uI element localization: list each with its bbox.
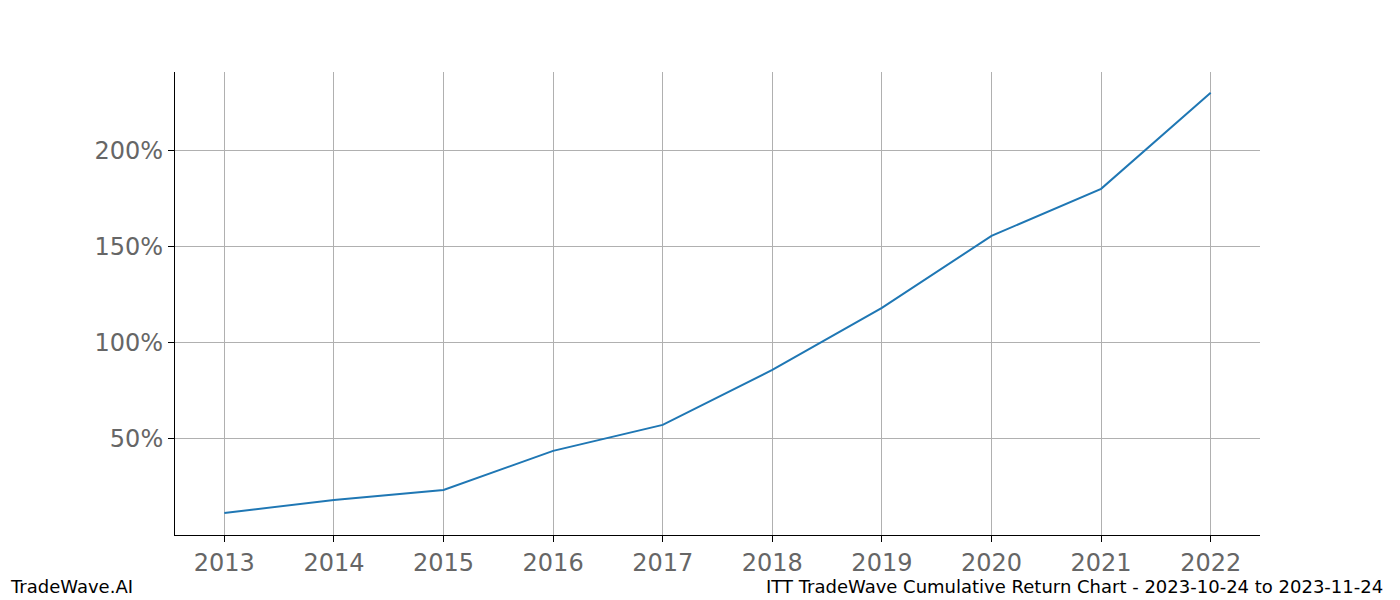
svg-text:100%: 100% [95,329,164,357]
svg-text:2015: 2015 [413,549,474,577]
svg-text:2020: 2020 [961,549,1022,577]
svg-text:2016: 2016 [523,549,584,577]
svg-text:2013: 2013 [194,549,255,577]
svg-text:2019: 2019 [851,549,912,577]
svg-text:2022: 2022 [1180,549,1241,577]
svg-text:150%: 150% [95,233,164,261]
svg-text:ITT TradeWave Cumulative Retur: ITT TradeWave Cumulative Return Chart - … [766,576,1383,597]
svg-text:2021: 2021 [1071,549,1132,577]
svg-text:2018: 2018 [742,549,803,577]
svg-text:50%: 50% [110,425,163,453]
svg-text:2014: 2014 [303,549,364,577]
svg-text:200%: 200% [95,137,164,165]
svg-text:TradeWave.AI: TradeWave.AI [10,576,133,597]
svg-text:2017: 2017 [632,549,693,577]
